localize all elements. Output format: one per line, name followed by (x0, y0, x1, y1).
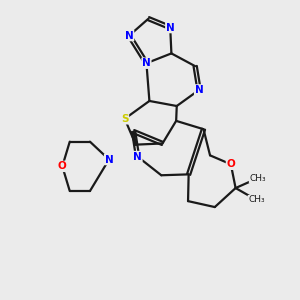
Text: N: N (142, 58, 151, 68)
Text: CH₃: CH₃ (249, 174, 266, 183)
Text: N: N (125, 31, 134, 40)
Text: N: N (195, 85, 203, 95)
Text: O: O (58, 161, 67, 171)
Text: N: N (105, 154, 113, 164)
Text: N: N (166, 22, 175, 32)
Text: O: O (226, 159, 235, 169)
Text: S: S (121, 114, 128, 124)
Text: CH₃: CH₃ (248, 195, 265, 204)
Text: N: N (133, 152, 142, 161)
